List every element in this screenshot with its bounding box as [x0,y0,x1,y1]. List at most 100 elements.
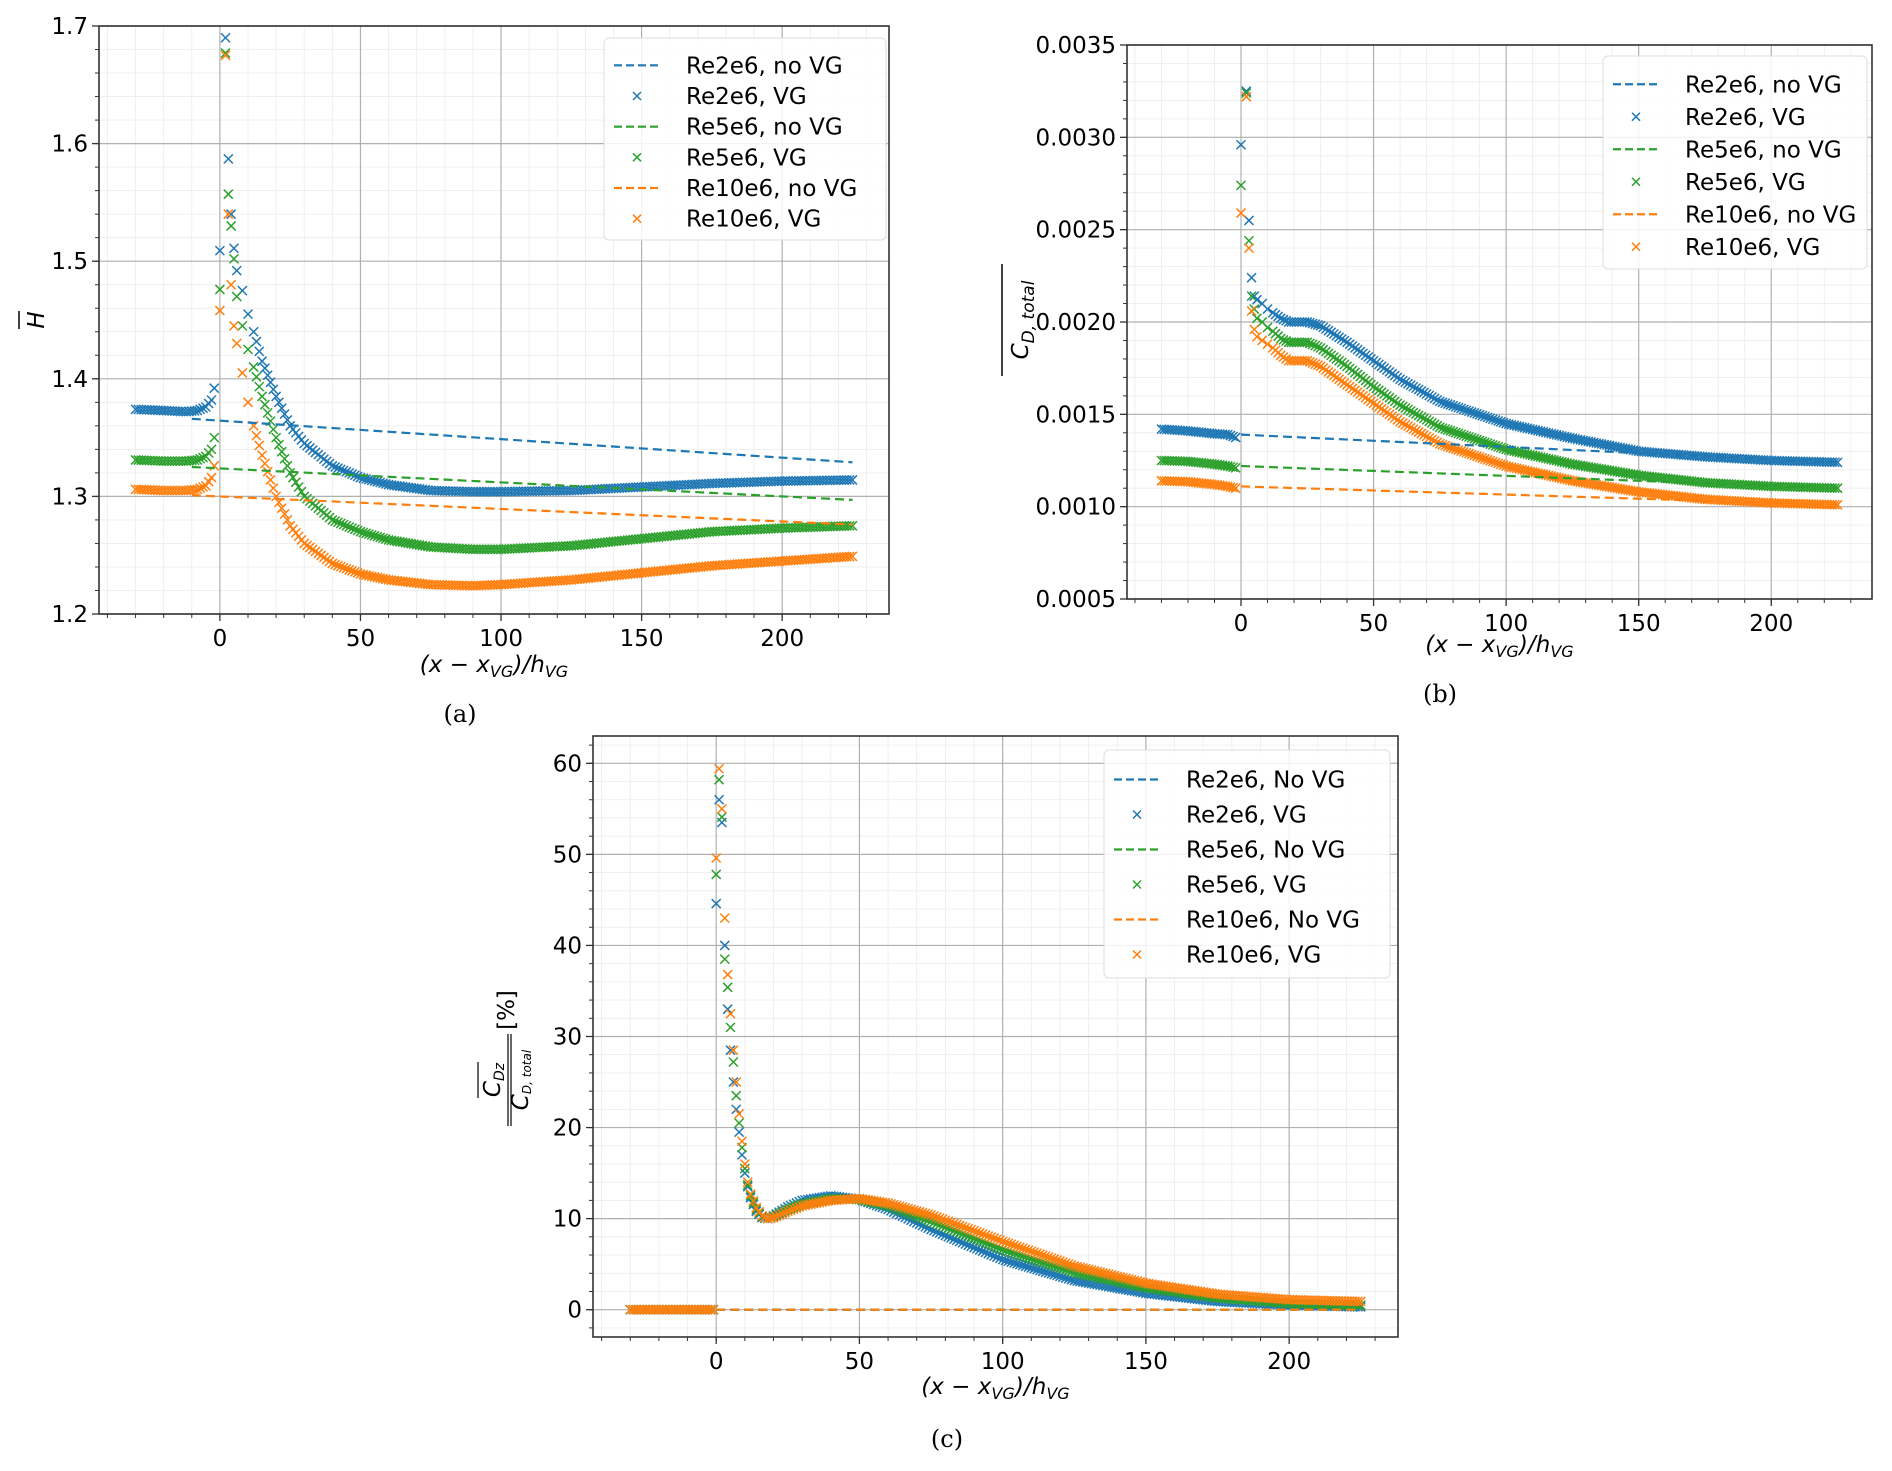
data-point [282,414,293,425]
marker-stroke [1281,315,1292,326]
marker-stroke [1646,471,1657,482]
marker-stroke [1458,430,1469,441]
marker-stroke [1466,432,1477,443]
marker-stroke [1644,471,1655,482]
data-point [1482,412,1493,423]
marker-stroke [1524,423,1536,434]
marker-stroke [1469,433,1480,444]
marker-stroke [228,243,239,254]
marker-stroke [1506,462,1517,473]
marker-stroke [1633,486,1644,497]
data-point [1246,272,1257,283]
marker-stroke [1652,447,1663,458]
data-point [1426,391,1437,403]
marker-stroke [363,570,374,581]
legend-label: Re2e6, no VG [1685,72,1842,98]
marker-stroke [1395,374,1406,385]
marker-stroke [1437,397,1448,408]
x-tick-label: 200 [760,626,804,652]
marker-stroke [366,529,377,541]
marker-stroke [1235,208,1247,219]
marker-stroke [1535,426,1546,437]
data-point [1405,422,1416,433]
marker-stroke [1501,461,1512,472]
marker-stroke [1403,404,1414,415]
marker-stroke [1408,381,1419,392]
marker-stroke [254,440,265,451]
marker-stroke [1267,307,1278,318]
data-point [844,520,855,531]
marker-stroke [1625,485,1636,496]
data-point [237,367,248,378]
marker-stroke [1660,489,1671,500]
subscript: VG [545,662,568,681]
y-axis-label-text: CD, total [1008,280,1039,359]
data-point [1421,431,1432,442]
series-re2e6-vg [130,32,858,497]
marker-stroke [1416,411,1427,422]
marker-stroke [366,475,377,486]
marker-stroke [1612,466,1623,477]
marker-stroke [1432,394,1443,405]
marker-stroke [1694,477,1705,488]
marker-stroke [1235,180,1247,191]
data-point [1307,339,1318,350]
marker-stroke [296,486,307,497]
legend-label: Re10e6, VG [1685,235,1820,261]
legend-box [1602,55,1868,270]
marker-stroke [1182,476,1194,487]
data-point [226,209,237,220]
data-point [195,453,206,464]
marker-stroke [1649,488,1660,499]
marker-stroke [369,530,380,541]
marker-stroke [262,407,273,418]
marker-stroke [1222,429,1233,440]
marker-stroke [1532,425,1543,436]
data-point [1469,450,1480,461]
marker-stroke [420,484,431,495]
legend-item: Re5e6, no VG [614,115,843,141]
marker-stroke [397,481,408,492]
marker-stroke [1591,463,1602,474]
marker-stroke [1514,447,1525,458]
marker-stroke [254,381,265,392]
marker-stroke [1461,405,1472,416]
marker-stroke [1649,472,1660,483]
data-point [1230,462,1241,473]
marker-stroke [1400,403,1411,414]
data-point [1432,437,1443,448]
series-line-re10e6-no-vg [1240,485,1838,506]
data-point [355,526,366,537]
data-point [1251,294,1262,305]
marker-stroke [1418,413,1429,424]
marker-stroke [1228,431,1239,442]
marker-stroke [375,573,386,584]
marker-stroke [1591,479,1602,490]
marker-stroke [1575,434,1586,445]
marker-stroke [1670,490,1681,502]
data-point [335,464,346,475]
marker-stroke [1479,453,1490,464]
legend-x-marker-icon [1631,177,1641,187]
data-point [1235,180,1247,191]
marker-stroke [361,570,372,581]
y-tick-label: 1.7 [51,14,88,40]
marker-stroke [1615,467,1626,478]
data-point [327,514,338,525]
marker-stroke [1604,481,1615,493]
data-point [257,391,268,402]
chart-b: 0 50 100 150 2000.00050.00100.00150.00200.00… [1001,33,1873,708]
marker-stroke [1580,435,1591,446]
marker-stroke [1577,460,1589,471]
marker-stroke [1546,454,1557,465]
data-point [1434,396,1445,407]
marker-stroke [259,458,270,469]
legend-label: Re2e6, no VG [686,53,843,79]
marker-stroke [414,540,425,551]
data-point [330,461,341,473]
marker-stroke [1506,419,1517,430]
data-point [1448,426,1459,437]
data-point [1395,400,1406,411]
